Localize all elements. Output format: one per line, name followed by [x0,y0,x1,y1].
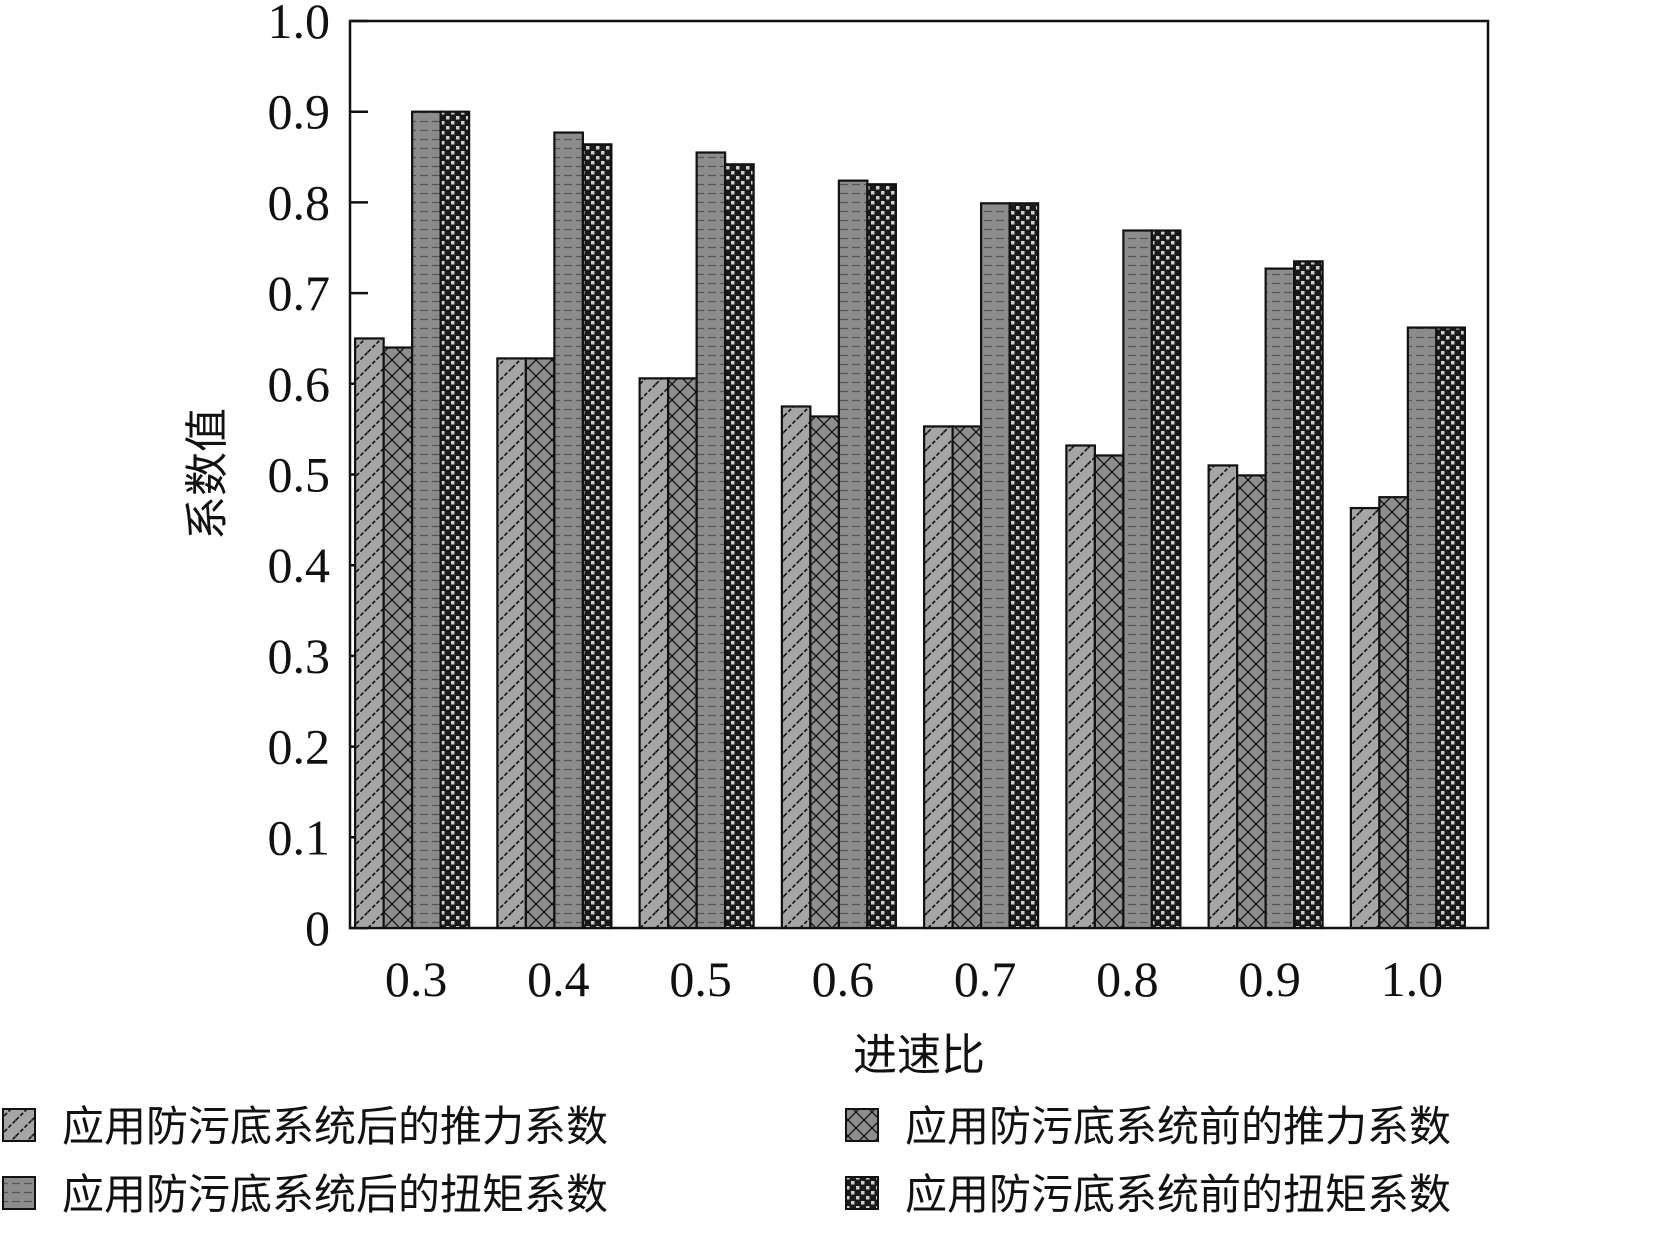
legend-swatch-before-thrust [845,1108,879,1142]
bar-series-1-cat-0.8 [1065,444,1096,930]
bar-series-2-cat-0.3 [382,346,414,930]
bar-series-3-cat-0.7 [980,202,1011,930]
y-axis-ticks: 0 0.1 0.2 0.3 0.4 0.5 0.6 0.7 0.8 0.9 1.0 [268,0,368,956]
bar-series-4-cat-1.0 [1435,326,1466,930]
y-tick-label: 0 [305,900,330,956]
y-tick-label: 0.2 [268,719,331,775]
bar-series-1-cat-0.3 [354,337,385,930]
y-tick-label: 0.5 [268,447,331,503]
legend-label-after-torque: 应用防污底系统后的扭矩系数 [62,1170,608,1219]
x-tick-label: 0.5 [669,951,732,1007]
bar-series-1-cat-0.5 [638,377,670,930]
x-tick-label: 1.0 [1381,951,1444,1007]
bar-series-1-cat-0.4 [496,357,527,930]
y-tick-label: 0.1 [268,809,331,865]
legend-item-before-torque: 应用防污底系统前的扭矩系数 [845,1170,1451,1219]
legend-label-after-thrust: 应用防污底系统后的推力系数 [62,1102,608,1151]
bar-series-4-cat-0.6 [866,183,897,930]
bar-series-3-cat-0.6 [837,179,869,930]
x-tick-label: 0.7 [954,951,1017,1007]
bar-series-2-cat-0.6 [809,415,840,930]
legend-swatch-after-torque [2,1176,36,1210]
y-tick-label: 0.3 [268,628,331,684]
bar-series-3-cat-0.3 [411,110,442,930]
bar-series-2-cat-0.4 [524,357,556,930]
bar-series-3-cat-0.9 [1264,267,1296,930]
legend-label-before-thrust: 应用防污底系统前的推力系数 [905,1102,1451,1151]
legend-item-after-thrust: 应用防污底系统后的推力系数 [2,1102,608,1151]
y-axis-label: 系数值 [182,408,233,540]
bar-series-4-cat-0.7 [1008,202,1040,930]
bar-groups [354,110,1466,930]
bar-series-2-cat-1.0 [1378,496,1409,930]
x-tick-label: 0.9 [1238,951,1301,1007]
legend-swatch-after-thrust [2,1108,36,1142]
bar-series-4-cat-0.3 [439,110,471,930]
x-tick-label: 0.4 [527,951,590,1007]
bar-series-3-cat-0.4 [553,131,584,930]
y-tick-label: 0.8 [268,174,331,230]
bar-series-4-cat-0.4 [581,143,613,930]
legend-item-after-torque: 应用防污底系统后的扭矩系数 [2,1170,608,1219]
bar-series-1-cat-0.9 [1207,464,1239,930]
bar-series-1-cat-0.7 [923,425,954,930]
legend-item-before-thrust: 应用防污底系统前的推力系数 [845,1102,1451,1151]
x-tick-label: 0.3 [385,951,448,1007]
legend-label-before-torque: 应用防污底系统前的扭矩系数 [905,1170,1451,1219]
bar-series-3-cat-0.8 [1122,229,1153,930]
bar-series-2-cat-0.8 [1093,454,1125,930]
bar-series-4-cat-0.9 [1293,260,1324,930]
y-tick-label: 0.7 [268,265,331,321]
x-tick-label: 0.6 [812,951,875,1007]
bar-series-4-cat-0.5 [724,163,755,930]
bar-series-1-cat-0.6 [780,405,812,930]
x-axis-ticks: 0.3 0.4 0.5 0.6 0.7 0.8 0.9 1.0 [385,951,1443,1007]
y-tick-label: 0.9 [268,84,331,140]
bar-series-2-cat-0.5 [667,377,698,930]
bar-series-2-cat-0.9 [1236,474,1267,930]
bar-series-1-cat-1.0 [1349,506,1381,930]
y-tick-label: 1.0 [268,0,331,49]
bar-series-3-cat-1.0 [1406,326,1438,930]
bar-series-4-cat-0.8 [1150,229,1182,930]
legend-swatch-before-torque [845,1176,879,1210]
bar-series-2-cat-0.7 [951,425,983,930]
y-tick-label: 0.4 [268,537,331,593]
legend: 应用防污底系统后的推力系数 应用防污底系统前的推力系数 应用防污底系统后的扭矩系… [2,1102,1451,1219]
x-tick-label: 0.8 [1096,951,1159,1007]
y-tick-label: 0.6 [268,356,331,412]
bar-series-3-cat-0.5 [695,151,727,930]
x-axis-label: 进速比 [853,1030,985,1081]
